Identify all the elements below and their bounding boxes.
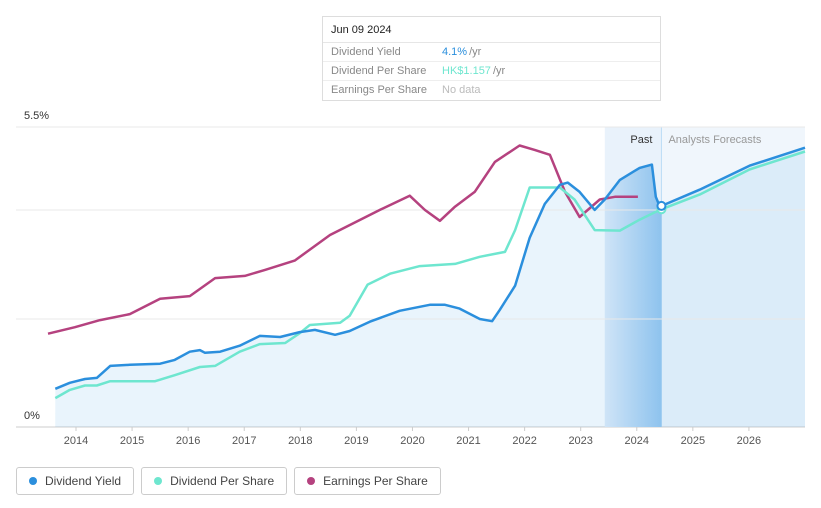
x-tick-label: 2015 bbox=[120, 435, 144, 447]
legend-item[interactable]: Dividend Per Share bbox=[141, 467, 288, 495]
x-tick-label: 2014 bbox=[64, 435, 88, 447]
past-area bbox=[604, 147, 662, 427]
tooltip-unit: /yr bbox=[469, 46, 482, 58]
y-tick-label: 0% bbox=[24, 410, 40, 422]
past-label: Past bbox=[630, 134, 652, 146]
forecast-label: Analysts Forecasts bbox=[668, 134, 761, 146]
series-line bbox=[54, 150, 806, 400]
tooltip-label: Earnings Per Share bbox=[331, 84, 427, 96]
series-line bbox=[54, 146, 806, 390]
x-tick-label: 2016 bbox=[176, 435, 200, 447]
tooltip-value: No data bbox=[442, 84, 481, 96]
x-tick-label: 2018 bbox=[288, 435, 312, 447]
x-tick-label: 2024 bbox=[625, 435, 649, 447]
series-line bbox=[47, 144, 638, 335]
x-tick-label: 2022 bbox=[512, 435, 536, 447]
tooltip-unit: /yr bbox=[492, 65, 506, 77]
x-tick-label: 2025 bbox=[681, 435, 705, 447]
legend: Dividend Yield Dividend Per Share Earnings… bbox=[16, 467, 441, 495]
legend-swatch bbox=[154, 477, 163, 485]
legend-item[interactable]: Earnings Per Share bbox=[294, 467, 441, 495]
legend-swatch bbox=[307, 477, 316, 485]
tooltip-label: Dividend Per Share bbox=[331, 65, 427, 77]
tooltip: Jun 09 2024 Dividend Yield 4.1%/yr Divide… bbox=[322, 16, 661, 101]
x-tick-label: 2021 bbox=[456, 435, 480, 447]
tooltip-row: Dividend Per Share HK$1.157/yr bbox=[323, 62, 660, 81]
x-tick-label: 2023 bbox=[568, 435, 592, 447]
legend-swatch bbox=[29, 477, 37, 485]
legend-label: Earnings Per Share bbox=[323, 474, 428, 488]
tooltip-label: Dividend Yield bbox=[331, 46, 401, 58]
x-tick-label: 2017 bbox=[232, 435, 256, 447]
y-tick-label: 5.5% bbox=[24, 110, 49, 122]
legend-label: Dividend Per Share bbox=[170, 474, 275, 488]
legend-item[interactable]: Dividend Yield bbox=[16, 467, 135, 495]
x-tick-label: 2026 bbox=[737, 435, 761, 447]
tooltip-value: HK$1.157 bbox=[442, 65, 491, 77]
tooltip-value: 4.1% bbox=[442, 46, 468, 58]
chart: Past Analysts Forecasts 0% 5.5% 2014 2015 2016… bbox=[16, 110, 806, 447]
tooltip-date: Jun 09 2024 bbox=[323, 17, 660, 43]
legend-label: Dividend Yield bbox=[45, 474, 122, 488]
tooltip-row: Dividend Yield 4.1%/yr bbox=[323, 43, 660, 62]
x-tick-label: 2019 bbox=[344, 435, 368, 447]
marker bbox=[656, 200, 667, 211]
tooltip-row: Earnings Per Share No data bbox=[323, 81, 660, 99]
x-tick-label: 2020 bbox=[400, 435, 424, 447]
